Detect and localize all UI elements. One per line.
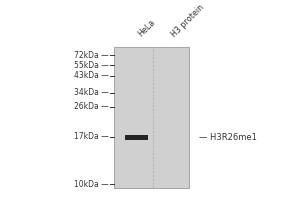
Text: 26kDa —: 26kDa — [74, 102, 108, 111]
Text: 55kDa —: 55kDa — [74, 61, 108, 70]
Text: 43kDa —: 43kDa — [74, 71, 108, 80]
Text: 10kDa —: 10kDa — [74, 180, 108, 189]
Text: HeLa: HeLa [136, 18, 157, 39]
Bar [125, 135, 148, 140]
Text: 72kDa —: 72kDa — [74, 51, 108, 60]
Text: 34kDa —: 34kDa — [74, 88, 108, 97]
Text: 17kDa —: 17kDa — [74, 132, 108, 141]
Text: H3 protein: H3 protein [169, 3, 206, 39]
Bar [114, 47, 189, 188]
Text: — H3R26me1: — H3R26me1 [199, 133, 257, 142]
